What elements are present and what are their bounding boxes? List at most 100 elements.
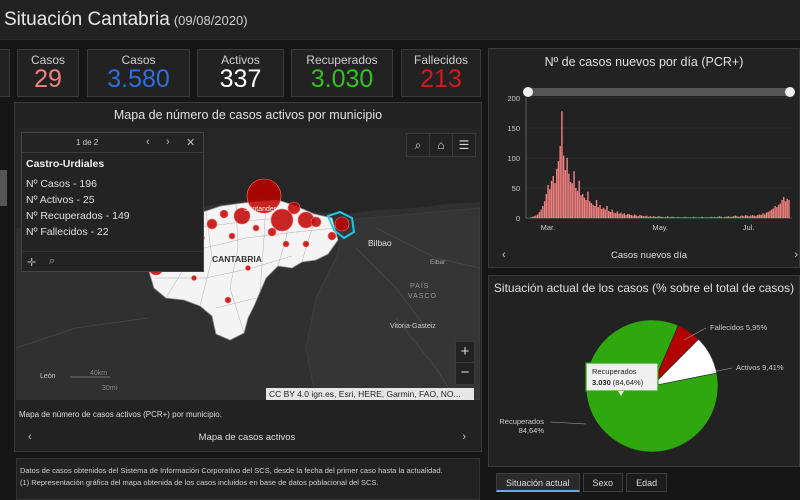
bar[interactable]	[597, 207, 600, 218]
bar[interactable]	[646, 215, 648, 218]
bar[interactable]	[601, 209, 603, 218]
bar[interactable]	[694, 217, 697, 218]
bar[interactable]	[653, 216, 655, 218]
bar[interactable]	[734, 215, 736, 218]
bar[interactable]	[668, 217, 671, 218]
search-icon[interactable]: ⌕	[407, 134, 430, 156]
bar[interactable]	[665, 216, 667, 218]
bar[interactable]	[750, 215, 752, 218]
kpi-active[interactable]: Activos 337	[197, 49, 284, 97]
bar[interactable]	[649, 216, 652, 218]
bar[interactable]	[587, 191, 589, 218]
bar[interactable]	[651, 216, 653, 218]
bar[interactable]	[557, 161, 560, 218]
bar[interactable]	[699, 217, 702, 218]
bar[interactable]	[739, 216, 742, 218]
map-nav-next-icon[interactable]: ›	[462, 431, 466, 443]
bar[interactable]	[654, 216, 657, 218]
bar[interactable]	[753, 215, 756, 218]
bar[interactable]	[602, 207, 605, 218]
bar[interactable]	[573, 171, 575, 218]
bar[interactable]	[675, 217, 678, 218]
bar[interactable]	[708, 217, 710, 218]
bar[interactable]	[764, 214, 766, 218]
bar[interactable]	[677, 216, 679, 218]
bar[interactable]	[620, 212, 622, 218]
bar[interactable]	[767, 212, 769, 218]
bar[interactable]	[758, 214, 761, 218]
bar[interactable]	[606, 206, 608, 218]
bar[interactable]	[705, 217, 707, 218]
bar[interactable]	[687, 217, 690, 218]
kpi-total-cases[interactable]: Casos 3.580	[87, 49, 190, 97]
bar[interactable]	[732, 216, 735, 218]
bar[interactable]	[741, 215, 743, 218]
bar[interactable]	[774, 206, 776, 218]
bar[interactable]	[788, 200, 790, 218]
bar[interactable]	[533, 216, 535, 218]
chart-nav-next-icon[interactable]: ›	[794, 249, 798, 261]
kpi-recovered[interactable]: Recuperados 3.030	[291, 49, 393, 97]
bar[interactable]	[757, 215, 759, 218]
bar[interactable]	[682, 217, 684, 218]
bar[interactable]	[706, 217, 709, 218]
bar[interactable]	[680, 217, 683, 218]
bar[interactable]	[623, 213, 626, 218]
tab-sexo[interactable]: Sexo	[582, 473, 624, 492]
bar[interactable]	[621, 214, 624, 218]
range-slider-handle-left[interactable]	[523, 87, 533, 97]
bar[interactable]	[583, 197, 586, 218]
bar[interactable]	[672, 216, 674, 218]
bar[interactable]	[666, 216, 669, 218]
bar[interactable]	[564, 170, 567, 218]
bar[interactable]	[569, 182, 572, 218]
bar[interactable]	[595, 200, 598, 218]
home-icon[interactable]: ⌂	[430, 134, 453, 156]
bar[interactable]	[770, 209, 773, 218]
bar[interactable]	[625, 215, 627, 218]
bar[interactable]	[554, 183, 556, 218]
tab-situacion-actual[interactable]: Situación actual	[496, 473, 580, 492]
bar[interactable]	[566, 158, 568, 218]
bar[interactable]	[691, 217, 693, 218]
bar[interactable]	[760, 215, 762, 218]
bar[interactable]	[628, 214, 631, 218]
bar[interactable]	[592, 204, 594, 218]
map-popup[interactable]: 1 de 2 ‹ › ✕ Castro-Urdiales Nº Casos - …	[21, 132, 204, 272]
bar[interactable]	[594, 206, 596, 218]
bar[interactable]	[637, 216, 639, 218]
bar[interactable]	[578, 180, 580, 218]
bar[interactable]	[588, 201, 591, 218]
bar[interactable]	[696, 217, 698, 218]
bar[interactable]	[703, 217, 705, 218]
popup-prev-icon[interactable]: ‹	[146, 136, 150, 148]
bar[interactable]	[599, 204, 601, 218]
bar[interactable]	[562, 155, 565, 218]
bar[interactable]	[559, 146, 561, 218]
list-icon[interactable]: ☰	[458, 138, 470, 152]
map-nav-prev-icon[interactable]: ‹	[28, 431, 32, 443]
bar[interactable]	[658, 216, 660, 218]
bar[interactable]	[751, 215, 754, 218]
bar[interactable]	[608, 210, 610, 218]
zoom-out-button[interactable]: −	[460, 364, 470, 381]
bar[interactable]	[642, 216, 645, 218]
bar[interactable]	[568, 173, 570, 218]
bar[interactable]	[660, 216, 662, 218]
bar[interactable]	[731, 216, 733, 218]
bar[interactable]	[769, 210, 771, 218]
bar[interactable]	[724, 216, 726, 218]
bar[interactable]	[618, 213, 620, 218]
bar[interactable]	[784, 201, 787, 218]
bar[interactable]	[772, 208, 775, 218]
bar[interactable]	[720, 216, 723, 218]
bar[interactable]	[684, 216, 686, 218]
bar[interactable]	[744, 215, 747, 218]
bar[interactable]	[786, 198, 788, 218]
bar[interactable]	[701, 216, 704, 218]
bar[interactable]	[644, 216, 646, 218]
bar[interactable]	[686, 217, 688, 218]
bar[interactable]	[746, 215, 749, 218]
bar[interactable]	[542, 206, 544, 218]
bar[interactable]	[545, 194, 548, 218]
